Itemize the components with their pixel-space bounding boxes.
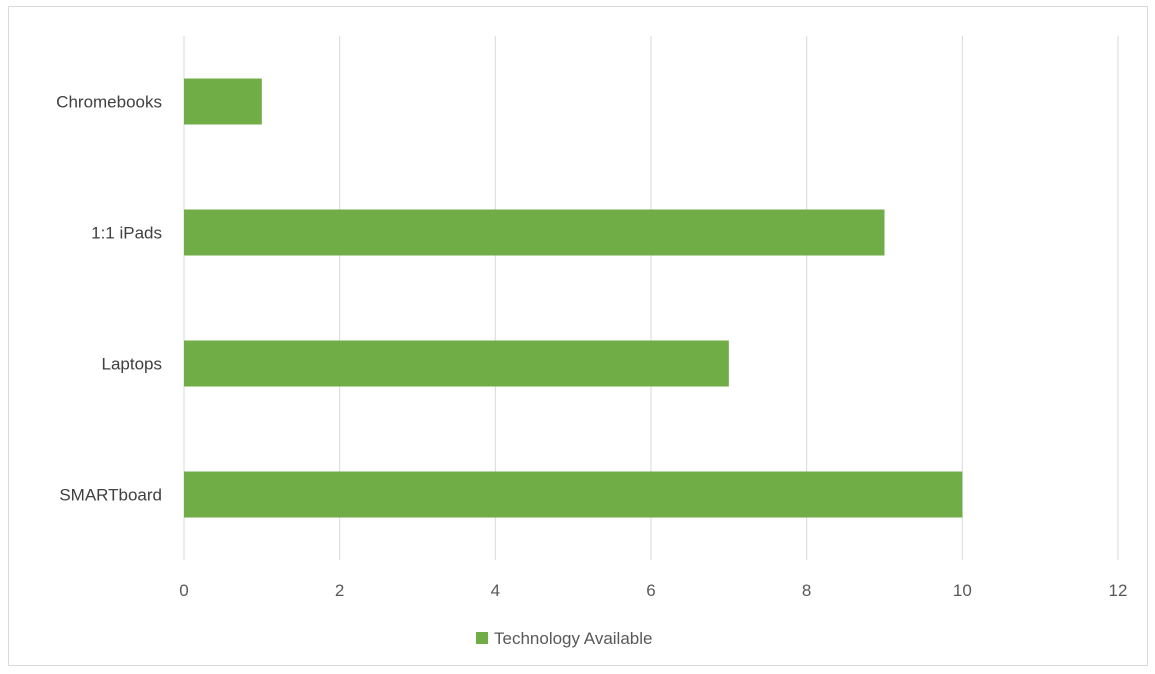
legend-swatch-technology-available	[476, 632, 488, 644]
bar-1-1-ipads	[184, 209, 885, 256]
bars	[184, 78, 963, 518]
category-label-chromebooks: Chromebooks	[56, 93, 162, 112]
category-label-1-1-ipads: 1:1 iPads	[91, 224, 162, 243]
x-tick-label-10: 10	[953, 581, 972, 600]
legend: Technology Available	[476, 629, 652, 648]
bar-chromebooks	[184, 78, 262, 125]
category-label-laptops: Laptops	[102, 355, 163, 374]
x-tick-label-6: 6	[646, 581, 655, 600]
category-labels: Chromebooks 1:1 iPads Laptops SMARTboard	[56, 93, 162, 505]
bar-smartboard	[184, 471, 963, 518]
bar-laptops	[184, 340, 729, 387]
x-tick-label-4: 4	[491, 581, 500, 600]
x-tick-label-12: 12	[1109, 581, 1128, 600]
legend-label-technology-available: Technology Available	[494, 629, 652, 648]
x-tick-label-0: 0	[179, 581, 188, 600]
x-axis-tick-labels: 0 2 4 6 8 10 12	[179, 581, 1127, 600]
x-tick-label-8: 8	[802, 581, 811, 600]
x-tick-label-2: 2	[335, 581, 344, 600]
category-label-smartboard: SMARTboard	[59, 486, 162, 505]
